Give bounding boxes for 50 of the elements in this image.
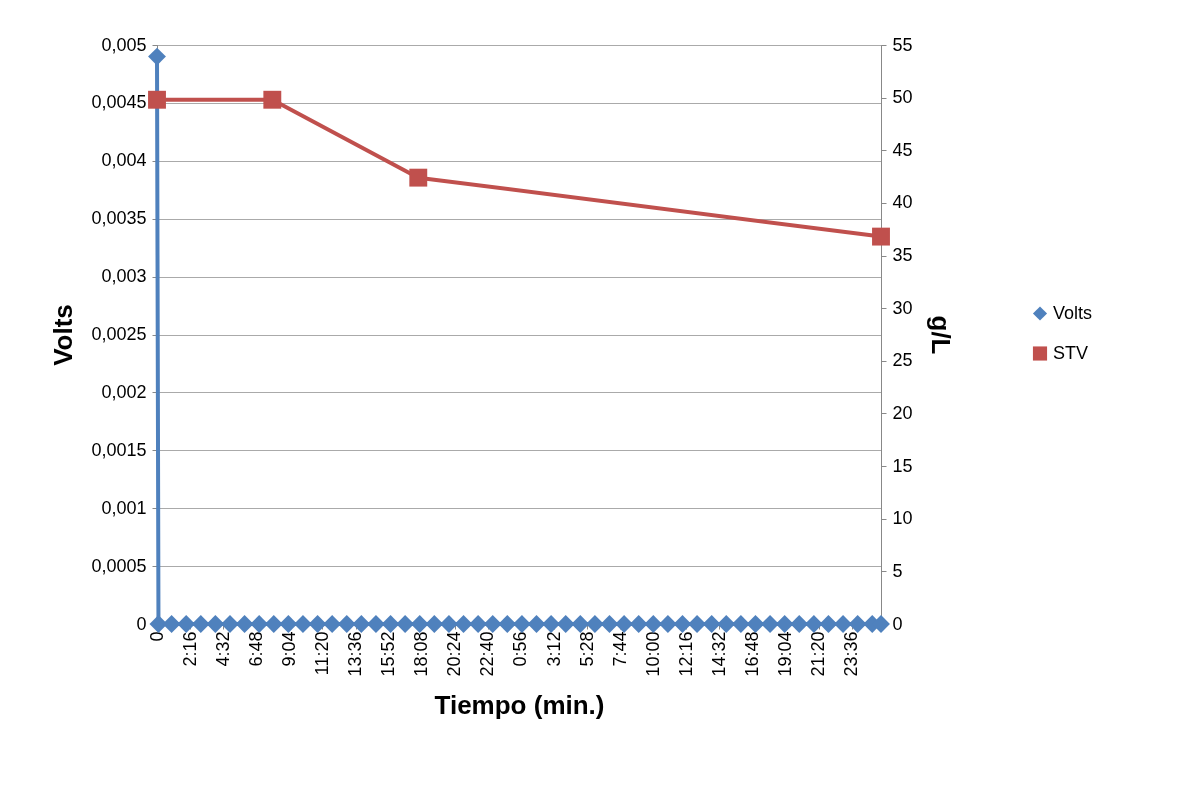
y-tick-label: 0,0025 bbox=[91, 324, 147, 344]
x-tick-label: 0:56 bbox=[510, 631, 531, 667]
x-tick-label: 5:28 bbox=[576, 631, 597, 667]
y2-axis-title: g/L bbox=[925, 315, 956, 355]
x-tick-label: 3:12 bbox=[543, 631, 564, 667]
y2-tick-label: 20 bbox=[892, 402, 913, 423]
y2-tick-label: 45 bbox=[892, 139, 913, 160]
y2-tick-label: 30 bbox=[892, 297, 913, 318]
y-tick-label: 0,004 bbox=[101, 150, 147, 171]
y2-tick-label: 5 bbox=[892, 560, 903, 581]
x-tick-label: 7:44 bbox=[609, 631, 630, 667]
y-tick-label: 0 bbox=[136, 613, 147, 634]
y2-tick-label: 40 bbox=[892, 192, 913, 213]
x-tick-label: 21:20 bbox=[808, 631, 829, 677]
y-tick-label: 0,0015 bbox=[91, 439, 147, 460]
x-tick-label: 22:40 bbox=[477, 631, 498, 677]
y2-tick-label: 0 bbox=[892, 613, 903, 634]
x-tick-label: 18:08 bbox=[411, 631, 432, 677]
x-tick-label: 23:36 bbox=[841, 631, 862, 677]
y-tick-label: 0,005 bbox=[101, 34, 147, 55]
y2-tick-label: 55 bbox=[892, 34, 913, 55]
y-tick-label: 0,001 bbox=[101, 497, 147, 518]
y-axis-title: Volts bbox=[48, 304, 79, 366]
y2-tick-label: 35 bbox=[892, 245, 913, 266]
x-tick-label: 16:48 bbox=[742, 631, 763, 677]
y2-tick-label: 15 bbox=[892, 455, 913, 476]
y-tick-label: 0,0045 bbox=[91, 92, 147, 113]
x-tick-label: 20:24 bbox=[444, 631, 465, 677]
y-tick-label: 0,002 bbox=[101, 381, 147, 402]
y2-tick-label: 10 bbox=[892, 508, 913, 529]
y2-tick-label: 25 bbox=[892, 350, 913, 371]
x-axis-title: Tiempo (min.) bbox=[434, 689, 605, 720]
y-tick-label: 0,0035 bbox=[91, 208, 147, 229]
legend-label: STV bbox=[1053, 342, 1089, 363]
x-tick-label: 10:00 bbox=[642, 631, 663, 677]
x-tick-label: 2:16 bbox=[179, 631, 200, 667]
x-tick-label: 19:04 bbox=[775, 631, 796, 677]
x-tick-label: 6:48 bbox=[245, 631, 266, 667]
y-tick-label: 0,0005 bbox=[91, 555, 147, 576]
x-tick-label: 15:52 bbox=[378, 631, 399, 677]
x-tick-label: 9:04 bbox=[278, 631, 299, 667]
x-tick-label: 0 bbox=[146, 631, 167, 642]
y-tick-label: 0,003 bbox=[101, 266, 147, 287]
legend-label: Volts bbox=[1053, 302, 1093, 323]
x-tick-label: 4:32 bbox=[212, 631, 233, 667]
x-tick-label: 12:16 bbox=[675, 631, 696, 677]
y2-tick-label: 50 bbox=[892, 87, 913, 108]
x-tick-label: 11:20 bbox=[311, 631, 332, 676]
x-tick-label: 13:36 bbox=[345, 631, 366, 677]
x-tick-label: 14:32 bbox=[708, 631, 729, 677]
